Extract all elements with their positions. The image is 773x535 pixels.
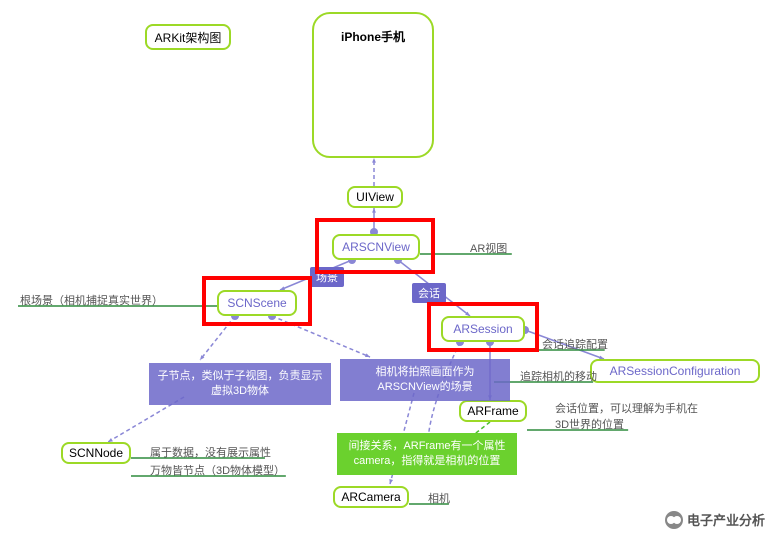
node-uiview: UIView: [347, 186, 403, 208]
tag-session: 会话: [412, 283, 446, 303]
node-arconfig: ARSessionConfiguration: [590, 359, 760, 383]
anno-all_nodes: 万物皆节点（3D物体模型）: [150, 462, 285, 478]
watermark-text: 电子产业分析: [687, 510, 765, 529]
node-scnscene: SCNScene: [217, 290, 297, 316]
anno-root_scene: 根场景（相机捕捉真实世界）: [20, 292, 163, 308]
node-iphone: iPhone手机: [312, 12, 434, 158]
anno-session_cfg: 会话追踪配置: [542, 336, 608, 352]
node-title: ARKit架构图: [145, 24, 231, 50]
watermark: 电子产业分析: [665, 510, 765, 529]
note-arframe_camera: 间接关系，ARFrame有一个属性camera，指得就是相机的位置: [337, 433, 517, 475]
note-arscnview_note: 相机将拍照画面作为ARSCNView的场景: [340, 359, 510, 401]
note-scnscene_note: 子节点，类似于子视图，负责显示虚拟3D物体: [149, 363, 331, 405]
anno-camera: 相机: [428, 490, 450, 506]
anno-session_pos_1: 会话位置，可以理解为手机在: [555, 400, 698, 416]
anno-data_attr: 属于数据，没有展示属性: [150, 444, 271, 460]
wechat-icon: [665, 511, 683, 529]
node-arcamera: ARCamera: [333, 486, 409, 508]
node-scnnode: SCNNode: [61, 442, 131, 464]
anno-ar_view: AR视图: [470, 240, 507, 256]
node-arscnview: ARSCNView: [332, 234, 420, 260]
anno-track_camera: 追踪相机的移动: [520, 368, 597, 384]
node-arframe: ARFrame: [459, 400, 527, 422]
tag-scene: 场景: [310, 267, 344, 287]
node-arsession: ARSession: [441, 316, 525, 342]
anno-session_pos_2: 3D世界的位置: [555, 416, 624, 432]
